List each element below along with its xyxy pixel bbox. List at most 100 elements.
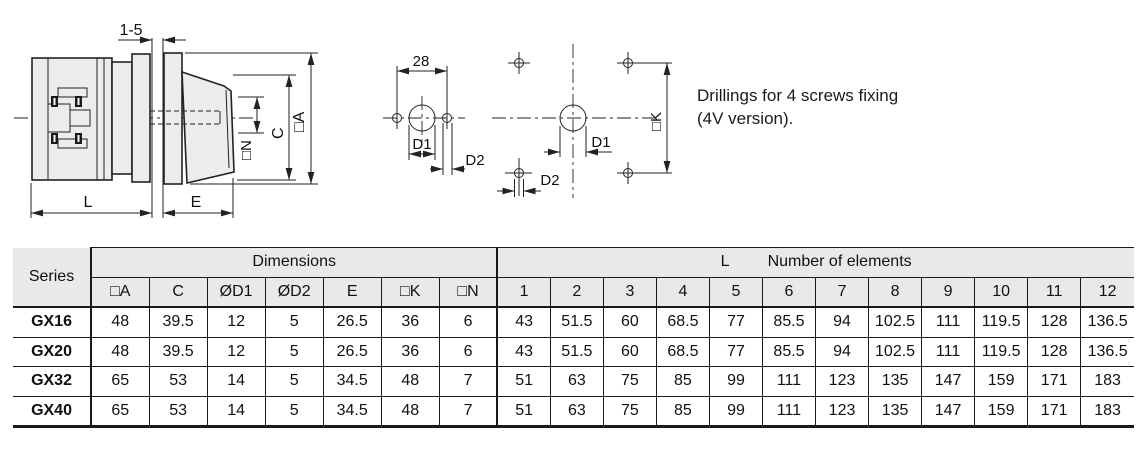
dim-value-cell: 7 bbox=[438, 395, 498, 428]
elements-group-header: L Number of elements bbox=[496, 247, 1134, 278]
elements-header-l: L bbox=[720, 253, 730, 271]
ext-lines-d2 bbox=[442, 123, 453, 175]
element-value-cell: 60 bbox=[602, 336, 657, 367]
elements-header-text: Number of elements bbox=[767, 253, 912, 271]
terminals bbox=[51, 96, 82, 144]
element-value-cell: 43 bbox=[496, 306, 551, 338]
element-value-cell: 111 bbox=[921, 306, 976, 338]
mounting-panel-lines bbox=[151, 38, 164, 218]
col-header-2: 2 bbox=[549, 276, 604, 308]
element-value-cell: 119.5 bbox=[974, 336, 1029, 367]
dim-value-cell: 5 bbox=[264, 336, 324, 367]
element-value-cell: 51 bbox=[496, 395, 551, 428]
col-header-d2: ØD2 bbox=[264, 276, 324, 308]
dim-label-a: □A bbox=[291, 111, 308, 132]
dim-value-cell: 36 bbox=[380, 336, 440, 367]
dimensions-table-wrap: Series Dimensions L Number of elements □… bbox=[13, 247, 1134, 428]
table-row-gx16: GX16 48 39.5 12 5 26.5 36 6 43 51.5 60 6… bbox=[13, 306, 1134, 338]
dimensions-group-header: Dimensions bbox=[90, 247, 498, 278]
element-value-cell: 128 bbox=[1027, 306, 1082, 338]
col-header-9: 9 bbox=[921, 276, 976, 308]
dim-label-n: □N bbox=[238, 140, 255, 160]
dim-value-cell: 48 bbox=[90, 336, 150, 367]
technical-drawings: 1-5 L E □N C □A bbox=[14, 22, 898, 218]
side-view-drawing: 1-5 L E □N C □A bbox=[14, 22, 318, 218]
element-value-cell: 159 bbox=[974, 366, 1029, 397]
dim-value-cell: 65 bbox=[90, 366, 150, 397]
element-value-cell: 68.5 bbox=[655, 336, 710, 367]
element-value-cell: 135 bbox=[868, 395, 923, 428]
contact-step-top bbox=[57, 87, 88, 98]
knob-face-line bbox=[225, 89, 230, 169]
dim-value-cell: 6 bbox=[438, 306, 498, 338]
dim-value-cell: 12 bbox=[206, 336, 266, 367]
element-value-cell: 147 bbox=[921, 366, 976, 397]
series-cell: GX20 bbox=[13, 336, 92, 367]
dim-value-cell: 65 bbox=[90, 395, 150, 428]
dim-value-cell: 12 bbox=[206, 306, 266, 338]
series-cell: GX32 bbox=[13, 366, 92, 397]
element-value-cell: 123 bbox=[815, 366, 870, 397]
dim-label-d1: D1 bbox=[591, 134, 610, 151]
element-value-cell: 171 bbox=[1027, 366, 1082, 397]
dimensions-table: Series Dimensions L Number of elements □… bbox=[13, 247, 1134, 428]
dim-label-c: C bbox=[270, 127, 287, 139]
element-value-cell: 94 bbox=[815, 306, 870, 338]
element-value-cell: 171 bbox=[1027, 395, 1082, 428]
table-header-row-columns: □A C ØD1 ØD2 E □K □N 1 2 3 4 5 6 7 8 9 1 bbox=[13, 276, 1134, 308]
element-value-cell: 85.5 bbox=[761, 336, 817, 367]
dim-value-cell: 48 bbox=[380, 395, 440, 428]
dim-value-cell: 34.5 bbox=[322, 395, 382, 428]
element-value-cell: 85.5 bbox=[761, 306, 817, 338]
element-value-cell: 135 bbox=[868, 366, 923, 397]
element-value-cell: 43 bbox=[496, 336, 551, 367]
dim-value-cell: 48 bbox=[380, 366, 440, 397]
dim-value-cell: 26.5 bbox=[322, 306, 382, 338]
dim-value-cell: 5 bbox=[264, 306, 324, 338]
element-value-cell: 183 bbox=[1080, 366, 1134, 397]
dim-value-cell: 26.5 bbox=[322, 336, 382, 367]
table-row-gx40: GX40 65 53 14 5 34.5 48 7 51 63 75 85 99… bbox=[13, 395, 1134, 428]
element-value-cell: 136.5 bbox=[1080, 336, 1134, 367]
contact-step-bottom bbox=[57, 138, 88, 149]
dim-label-28: 28 bbox=[413, 53, 430, 70]
switch-body bbox=[31, 57, 113, 181]
element-value-cell: 136.5 bbox=[1080, 306, 1134, 338]
element-value-cell: 99 bbox=[708, 366, 763, 397]
col-header-k: □K bbox=[380, 276, 440, 308]
element-value-cell: 111 bbox=[761, 395, 817, 428]
element-value-cell: 77 bbox=[708, 336, 763, 367]
element-value-cell: 159 bbox=[974, 395, 1029, 428]
series-cell: GX40 bbox=[13, 395, 92, 428]
dim-value-cell: 48 bbox=[90, 306, 150, 338]
element-value-cell: 183 bbox=[1080, 395, 1134, 428]
dim-value-cell: 53 bbox=[148, 366, 208, 397]
element-value-cell: 85 bbox=[655, 395, 710, 428]
col-header-c: C bbox=[148, 276, 208, 308]
element-value-cell: 128 bbox=[1027, 336, 1082, 367]
dim-value-cell: 39.5 bbox=[148, 336, 208, 367]
element-value-cell: 51 bbox=[496, 366, 551, 397]
element-value-cell: 119.5 bbox=[974, 306, 1029, 338]
dim-label-panel-thickness: 1-5 bbox=[119, 22, 142, 39]
col-header-e: E bbox=[322, 276, 382, 308]
dim-value-cell: 5 bbox=[264, 395, 324, 428]
dim-label-d2: D2 bbox=[540, 172, 559, 189]
dim-value-cell: 14 bbox=[206, 366, 266, 397]
element-value-cell: 102.5 bbox=[868, 306, 923, 338]
col-header-11: 11 bbox=[1027, 276, 1082, 308]
dim-value-cell: 39.5 bbox=[148, 306, 208, 338]
drilling-3hole-drawing: 28 D1 D2 bbox=[383, 53, 485, 175]
screw-hole-top-left-ticks bbox=[508, 52, 530, 74]
col-header-4: 4 bbox=[655, 276, 710, 308]
table-row-gx32: GX32 65 53 14 5 34.5 48 7 51 63 75 85 99… bbox=[13, 366, 1134, 397]
dim-value-cell: 7 bbox=[438, 366, 498, 397]
element-value-cell: 111 bbox=[921, 336, 976, 367]
element-value-cell: 94 bbox=[815, 336, 870, 367]
dim-value-cell: 14 bbox=[206, 395, 266, 428]
element-value-cell: 147 bbox=[921, 395, 976, 428]
col-header-d1: ØD1 bbox=[206, 276, 266, 308]
element-value-cell: 51.5 bbox=[549, 306, 604, 338]
dim-label-d2: D2 bbox=[465, 152, 484, 169]
